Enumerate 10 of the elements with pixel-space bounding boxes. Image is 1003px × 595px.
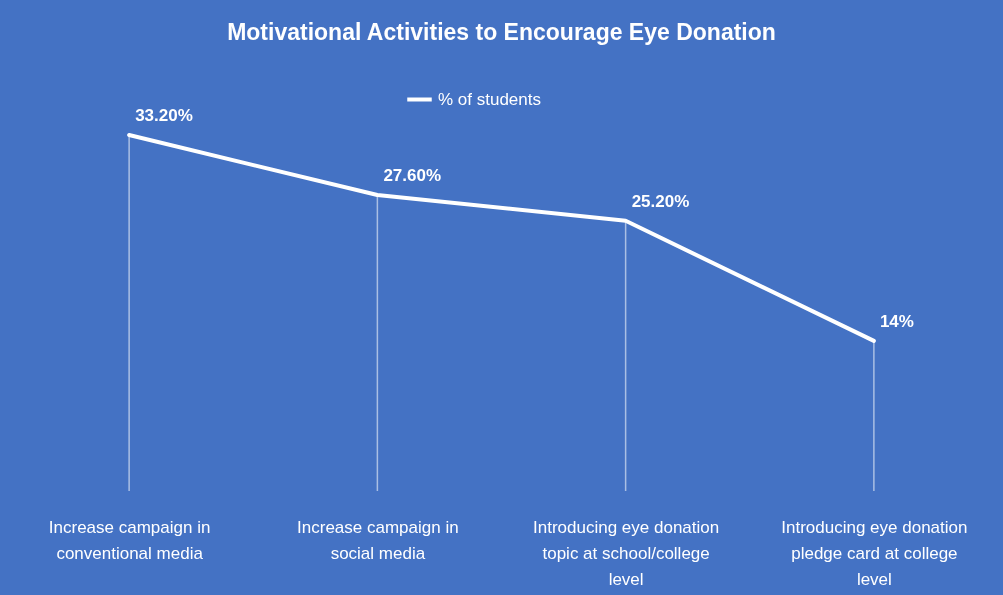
x-tick-label: Increase campaign in conventional media <box>48 517 211 563</box>
data-label: 25.20% <box>631 191 690 211</box>
legend-label: % of students <box>438 89 542 109</box>
data-label: 14% <box>879 311 914 331</box>
x-tick-label: Introducing eye donation topic at school/college level <box>533 517 720 589</box>
data-label: 33.20% <box>135 106 193 125</box>
x-tick-label: Increase campaign in social media <box>297 517 459 563</box>
chart-title: Motivational Activities to Encourage Eye Donation <box>227 19 776 45</box>
data-label: 27.60% <box>383 166 442 186</box>
x-tick-label: Introducing eye donation pledge card at college level <box>781 517 968 589</box>
